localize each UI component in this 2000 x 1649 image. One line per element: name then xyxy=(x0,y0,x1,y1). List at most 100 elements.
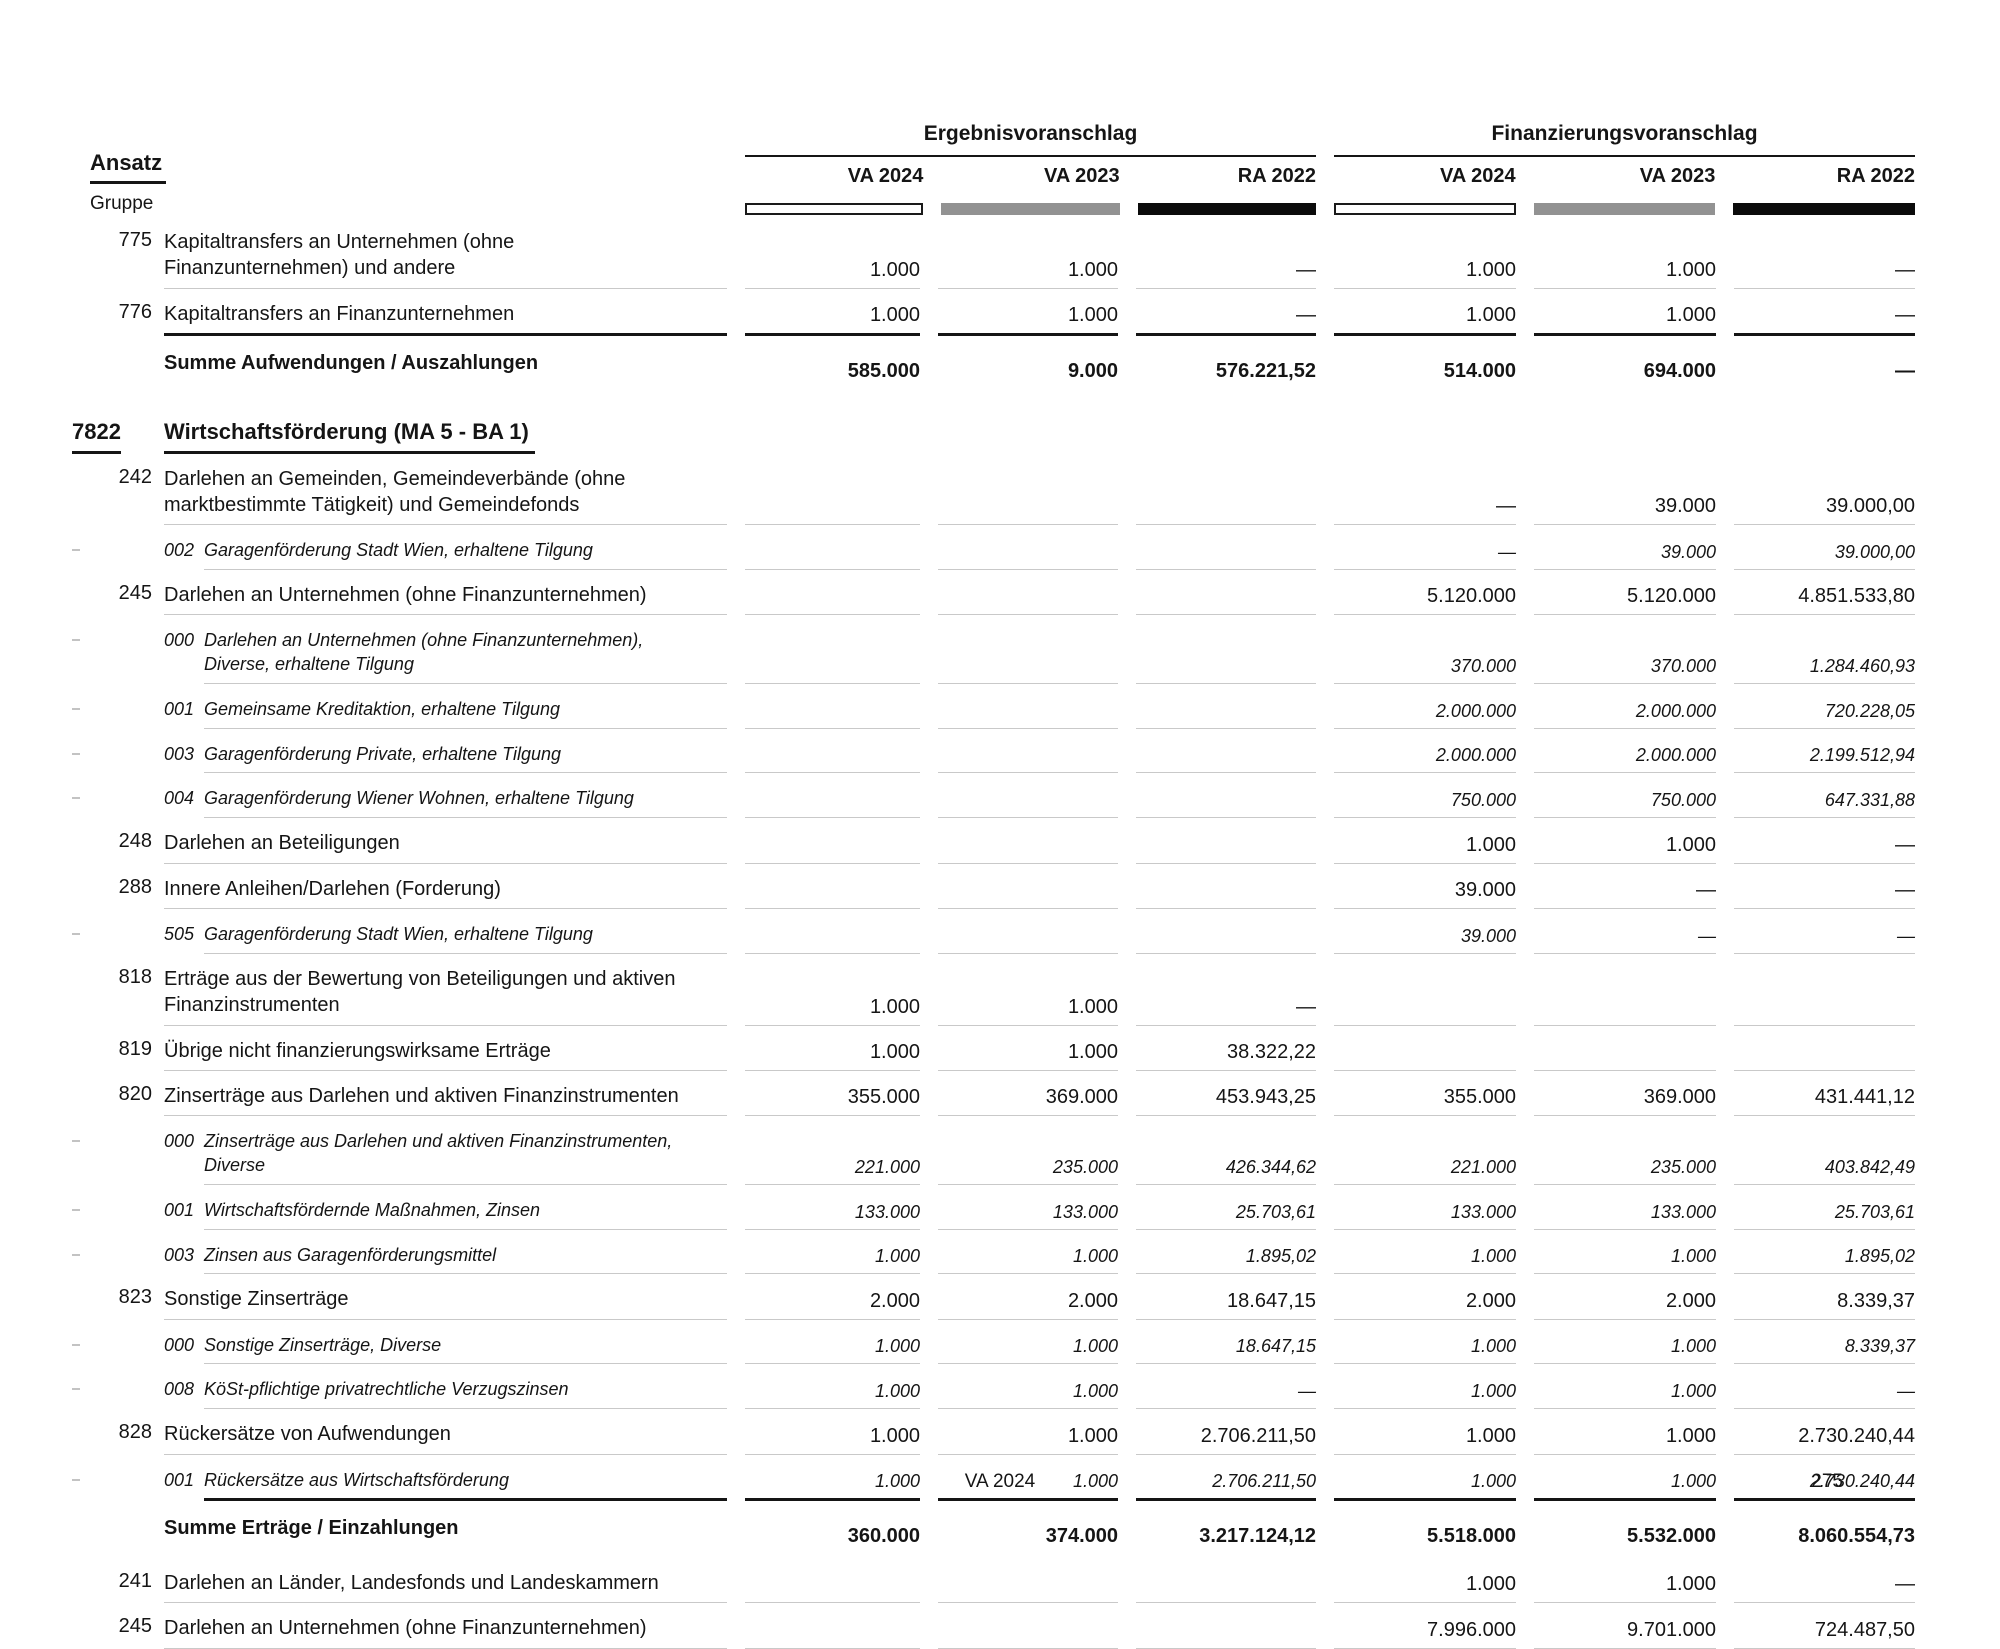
margin-tick xyxy=(72,1208,80,1211)
row-description: 001 Gemeinsame Kreditaktion, erhaltene Ti… xyxy=(152,698,727,729)
value-cell-fin-ra2022: — xyxy=(1734,1378,1915,1410)
row-code: 819 xyxy=(118,1037,152,1060)
value-cell-erg-va2024: 585.000 xyxy=(847,359,920,382)
value-cell-erg-va2024: 221.000 xyxy=(745,1130,920,1185)
value-cell-fin-va2024: 39.000 xyxy=(1334,923,1516,954)
value-cell-fin-va2023: — xyxy=(1534,876,1716,910)
value-cell-erg-va2023: 1.000 xyxy=(938,1038,1118,1071)
value-cell-erg-va2024: 1.000 xyxy=(745,301,920,337)
value-cell-fin-va2023: 9.701.000 xyxy=(1534,1615,1716,1649)
value-cell-erg-va2023: 1.000 xyxy=(938,1334,1118,1365)
row-label: Wirtschaftsfördernde Maßnahmen, Zinsen xyxy=(204,1199,727,1230)
value-cell-erg-va2023: 1.000 xyxy=(938,1469,1118,1502)
value-cell-erg-ra2022: 38.322,22 xyxy=(1136,1038,1316,1071)
value-cell-fin-va2024: 2.000 xyxy=(1334,1286,1516,1320)
value-cell-erg-va2023 xyxy=(938,466,1118,526)
value-cell-fin-va2024: 5.518.000 xyxy=(1427,1524,1516,1547)
value-cell-erg-va2023: 1.000 xyxy=(938,229,1118,289)
row-code: 820 xyxy=(118,1082,152,1105)
value-cell-erg-va2023 xyxy=(938,629,1118,684)
margin-tick xyxy=(72,1048,80,1050)
column-legend-bars xyxy=(727,203,1316,215)
value-cell-fin-va2023: — xyxy=(1534,923,1716,954)
value-cell-fin-va2023: 750.000 xyxy=(1534,787,1716,819)
value-cell-erg-ra2022 xyxy=(1136,698,1316,729)
value-cell-erg-ra2022 xyxy=(1136,1570,1316,1604)
gruppe-label: Gruppe xyxy=(90,193,154,214)
value-cell-erg-ra2022 xyxy=(1136,830,1316,864)
sub-row: 000 Zinserträge aus Darlehen und aktiven … xyxy=(72,1130,2000,1185)
row-label: Darlehen an Gemeinden, Gemeindeverbände … xyxy=(164,466,727,526)
value-cell-erg-va2023: 374.000 xyxy=(1045,1524,1118,1547)
sub-row-code: 505 xyxy=(164,924,195,945)
value-cell-fin-ra2022: 647.331,88 xyxy=(1734,787,1915,819)
value-cell-fin-va2024: 1.000 xyxy=(1334,1469,1516,1502)
value-cell-fin-va2023: 235.000 xyxy=(1534,1130,1716,1185)
margin-tick xyxy=(72,1140,80,1143)
row-label: Rückersätze von Aufwendungen xyxy=(164,1421,727,1455)
section-title-text: Wirtschaftsförderung (MA 5 - BA 1) xyxy=(164,419,535,454)
sum-row: Summe Erträge / Einzahlungen 360.000 374.0… xyxy=(72,1515,2000,1557)
section-code: 7822 xyxy=(72,419,152,454)
column-header-label: VA 2023 xyxy=(1639,165,1716,187)
account-row: 245 Darlehen an Unternehmen (ohne Finanzu… xyxy=(72,582,2000,616)
margin-tick xyxy=(72,1525,80,1527)
margin-tick xyxy=(72,476,80,478)
value-cell-fin-ra2022: — xyxy=(1734,229,1915,289)
value-cell-fin-va2023 xyxy=(1534,1038,1716,1071)
value-cell-fin-ra2022: 2.730.240,44 xyxy=(1734,1469,1915,1502)
account-row: 775 Kapitaltransfers an Unternehmen (ohne… xyxy=(72,229,2000,289)
sub-row: 000 Darlehen an Unternehmen (ohne Finanzu… xyxy=(72,629,2000,684)
value-cell-erg-ra2022 xyxy=(1136,923,1316,954)
column-group-finanzierungsvoranschlag: Finanzierungsvoranschlag VA 2024 VA 2023 RA… xyxy=(1316,122,1915,215)
value-cell-erg-va2024: 1.000 xyxy=(745,1038,920,1071)
column-legend-bars xyxy=(1316,203,1915,215)
row-description: Rückersätze von Aufwendungen xyxy=(152,1421,727,1455)
row-label: Erträge aus der Bewertung von Beteiligun… xyxy=(164,966,727,1026)
row-label: Garagenförderung Stadt Wien, erhaltene T… xyxy=(204,539,727,571)
account-row: 242 Darlehen an Gemeinden, Gemeindeverbän… xyxy=(72,466,2000,526)
column-labels: VA 2024 VA 2023 RA 2022 xyxy=(727,165,1316,188)
value-cell-fin-va2023: 39.000 xyxy=(1534,466,1716,526)
row-label: Darlehen an Beteiligungen xyxy=(164,830,727,864)
row-label: Rückersätze aus Wirtschaftsförderung xyxy=(204,1469,727,1502)
sub-row: 001 Rückersätze aus Wirtschaftsförderung 1… xyxy=(72,1469,2000,1502)
ansatz-label: Ansatz xyxy=(90,150,167,184)
value-cell-fin-va2024: — xyxy=(1334,539,1516,571)
sub-row-code: 002 xyxy=(164,540,195,561)
row-description: Sonstige Zinserträge xyxy=(152,1286,727,1320)
value-cell-erg-va2024 xyxy=(745,923,920,954)
value-cell-fin-va2024: 1.000 xyxy=(1334,1244,1516,1275)
value-cell-fin-ra2022 xyxy=(1734,1038,1915,1071)
row-label: Zinserträge aus Darlehen und aktiven Fin… xyxy=(164,1083,727,1117)
margin-tick xyxy=(72,639,80,642)
value-cell-fin-va2024: 5.120.000 xyxy=(1334,582,1516,616)
value-cell-fin-va2023: 1.000 xyxy=(1534,301,1716,337)
sub-row-code: 008 xyxy=(164,1379,195,1400)
sub-row-code: 000 xyxy=(164,1131,195,1152)
value-cell-erg-ra2022: 18.647,15 xyxy=(1136,1286,1316,1320)
column-group-title: Finanzierungsvoranschlag xyxy=(1334,122,1915,157)
value-cell-erg-va2023: 133.000 xyxy=(938,1199,1118,1230)
sub-row: 003 Zinsen aus Garagenförderungsmittel 1.0… xyxy=(72,1244,2000,1275)
value-cell-fin-va2023: 2.000.000 xyxy=(1534,743,1716,774)
sub-row-code: 001 xyxy=(164,698,195,719)
row-description: Summe Erträge / Einzahlungen xyxy=(152,1515,727,1547)
value-cell-erg-va2023 xyxy=(938,830,1118,864)
account-row: 248 Darlehen an Beteiligungen 1.000 1.000 — xyxy=(72,830,2000,864)
row-label: Garagenförderung Stadt Wien, erhaltene T… xyxy=(204,923,727,954)
margin-tick xyxy=(72,976,80,978)
margin-tick xyxy=(72,840,80,842)
row-code: 248 xyxy=(118,830,152,853)
value-cell-fin-va2024: 514.000 xyxy=(1443,359,1516,382)
margin-tick xyxy=(72,1093,80,1095)
row-description: 004 Garagenförderung Wiener Wohnen, erhal… xyxy=(152,787,727,819)
value-cell-fin-va2023: 133.000 xyxy=(1534,1199,1716,1230)
value-cell-erg-va2023: 369.000 xyxy=(938,1083,1118,1117)
table-header: Ansatz Gruppe Ergebnisvoranschlag VA 2024… xyxy=(72,122,2000,215)
value-cell-fin-va2024: 370.000 xyxy=(1334,629,1516,684)
value-cell-fin-va2024: — xyxy=(1334,466,1516,526)
value-cell-fin-va2024: 1.000 xyxy=(1334,1378,1516,1410)
value-cell-fin-va2023: 1.000 xyxy=(1534,1421,1716,1455)
row-description: 001 Rückersätze aus Wirtschaftsförderung xyxy=(152,1469,727,1502)
